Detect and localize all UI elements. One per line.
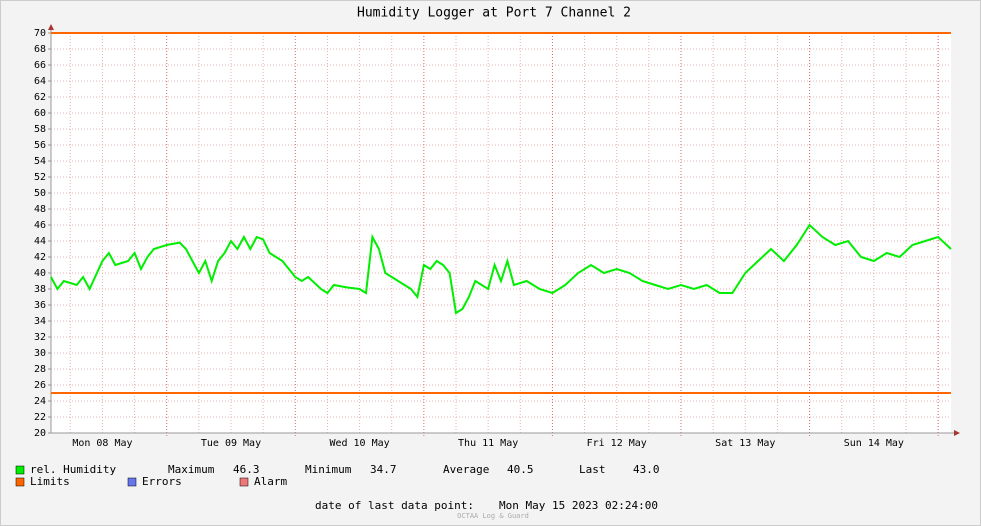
y-tick-label: 66 — [34, 60, 46, 71]
x-tick-label: Sat 13 May — [715, 438, 775, 449]
y-tick-label: 56 — [34, 140, 46, 151]
y-tick-label: 38 — [34, 284, 46, 295]
stat-name: Average — [443, 463, 489, 476]
x-tick-label: Sun 14 May — [844, 438, 904, 449]
y-tick-label: 44 — [34, 236, 46, 247]
y-tick-label: 62 — [34, 92, 46, 103]
data-line — [50, 223, 952, 315]
footer-label: date of last data point: — [315, 499, 474, 512]
legend-label: rel. Humidity — [30, 463, 116, 476]
y-tick-label: 50 — [34, 188, 46, 199]
y-tick-label: 46 — [34, 220, 46, 231]
y-tick-label: 58 — [34, 124, 46, 135]
y-tick-label: 22 — [34, 412, 46, 423]
y-tick-label: 36 — [34, 300, 46, 311]
y-tick-label: 42 — [34, 252, 46, 263]
y-axis-arrow — [48, 24, 54, 30]
y-tick-label: 48 — [34, 204, 46, 215]
stat-value: 43.0 — [633, 463, 660, 476]
x-tick-label: Tue 09 May — [201, 438, 261, 449]
stat-value: 34.7 — [370, 463, 397, 476]
y-tick-label: 52 — [34, 172, 46, 183]
y-tick-label: 60 — [34, 108, 46, 119]
plot-area — [51, 33, 951, 433]
footer-value: Mon May 15 2023 02:24:00 — [499, 499, 658, 512]
x-axis-arrow — [954, 430, 960, 436]
y-tick-label: 70 — [34, 28, 46, 39]
y-tick-label: 24 — [34, 396, 46, 407]
y-tick-label: 30 — [34, 348, 46, 359]
chart-title: Humidity Logger at Port 7 Channel 2 — [357, 6, 631, 21]
y-tick-label: 64 — [34, 76, 46, 87]
y-tick-label: 20 — [34, 428, 46, 439]
stat-value: 46.3 — [233, 463, 260, 476]
stat-name: Minimum — [305, 463, 352, 476]
stat-name: Maximum — [168, 463, 215, 476]
legend-label: Errors — [142, 475, 182, 488]
y-tick-label: 28 — [34, 364, 46, 375]
x-tick-label: Thu 11 May — [458, 438, 518, 449]
x-tick-label: Fri 12 May — [587, 438, 647, 449]
y-tick-label: 26 — [34, 380, 46, 391]
x-tick-label: Wed 10 May — [329, 438, 389, 449]
y-tick-label: 32 — [34, 332, 46, 343]
y-tick-label: 34 — [34, 316, 46, 327]
watermark: OCTAA Log & Guard — [457, 512, 529, 520]
stat-value: 40.5 — [507, 463, 534, 476]
y-tick-label: 40 — [34, 268, 46, 279]
legend-label: Limits — [30, 475, 70, 488]
y-tick-label: 54 — [34, 156, 46, 167]
y-tick-label: 68 — [34, 44, 46, 55]
legend-label: Alarm — [254, 475, 287, 488]
legend-swatch — [15, 477, 25, 487]
legend-swatch — [15, 465, 25, 475]
legend-swatch — [127, 477, 137, 487]
x-tick-label: Mon 08 May — [72, 438, 132, 449]
legend-swatch — [239, 477, 249, 487]
stat-name: Last — [579, 463, 606, 476]
